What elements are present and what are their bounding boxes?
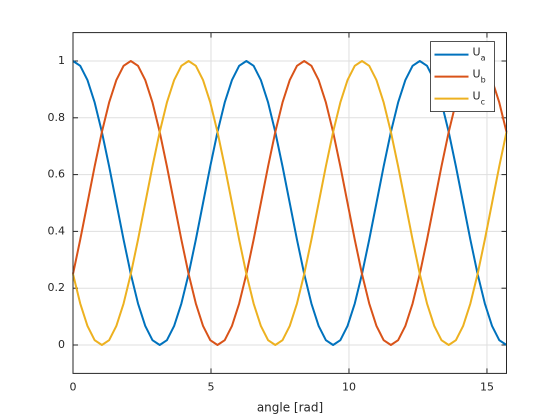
x-tick-label: 10 bbox=[342, 380, 356, 393]
axes-box bbox=[72, 32, 507, 374]
data-line bbox=[72, 60, 508, 346]
x-tick-label: 5 bbox=[207, 380, 214, 393]
legend-label: Ua bbox=[473, 46, 486, 63]
x-axis-label: angle [rad] bbox=[257, 401, 323, 415]
y-tick-label: 0.4 bbox=[48, 224, 66, 237]
legend-label: Uc bbox=[473, 90, 485, 107]
y-tick-label: 0 bbox=[58, 338, 65, 351]
y-tick-label: 0.2 bbox=[48, 281, 66, 294]
y-tick-label: 1 bbox=[58, 54, 65, 67]
x-tick-label: 15 bbox=[480, 380, 494, 393]
y-tick-label: 0.8 bbox=[48, 111, 66, 124]
x-tick-label: 0 bbox=[70, 380, 77, 393]
data-line bbox=[72, 60, 508, 346]
y-tick-label: 0.6 bbox=[48, 168, 66, 181]
legend-label: Ub bbox=[473, 68, 486, 85]
